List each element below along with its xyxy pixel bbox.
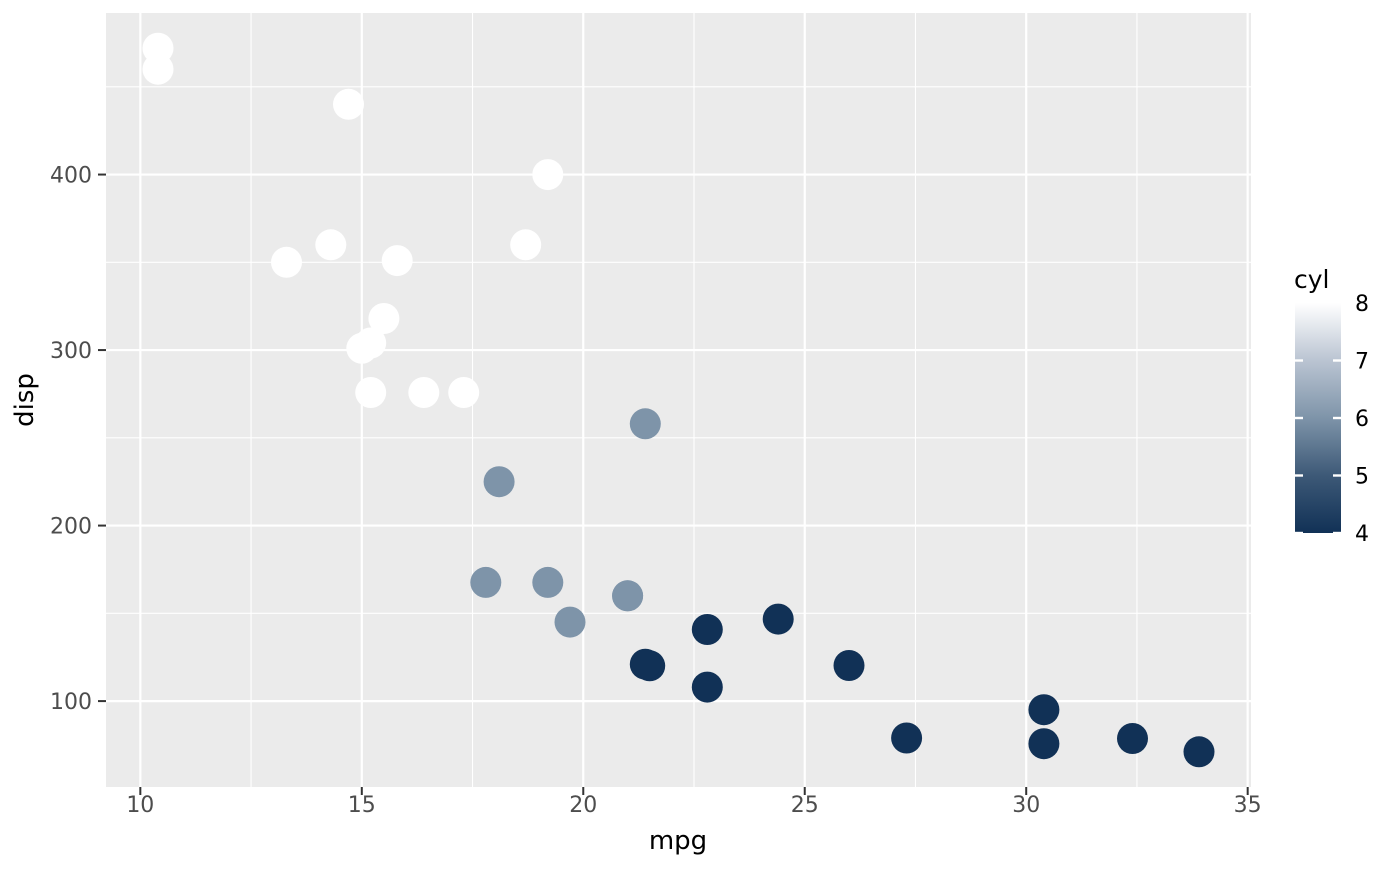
data-point xyxy=(346,332,378,364)
y-tick-label: 400 xyxy=(50,164,92,189)
x-axis: 10 15 20 25 30 35 xyxy=(126,787,1262,818)
x-tick-label: 25 xyxy=(791,793,819,818)
data-point xyxy=(470,566,502,598)
legend-break-label: 7 xyxy=(1355,350,1369,375)
x-tick-label: 20 xyxy=(569,793,597,818)
data-point xyxy=(1183,736,1215,768)
data-point xyxy=(333,88,364,120)
data-point xyxy=(691,671,723,703)
data-point xyxy=(532,566,564,598)
y-tick-label: 100 xyxy=(50,690,92,715)
data-point xyxy=(483,466,515,498)
x-tick-label: 10 xyxy=(126,793,154,818)
data-point xyxy=(448,377,480,408)
data-point xyxy=(554,606,586,638)
legend-labels: 8 7 6 5 4 xyxy=(1355,292,1369,547)
data-point xyxy=(368,303,400,334)
legend-break-label: 6 xyxy=(1355,407,1369,432)
legend-colorbar: cyl 8 7 6 5 4 xyxy=(1294,265,1369,547)
legend-break-label: 5 xyxy=(1355,465,1369,490)
y-tick-label: 200 xyxy=(50,515,92,540)
data-point xyxy=(142,53,174,85)
y-axis: 100 200 300 400 xyxy=(50,164,106,715)
plot-panel xyxy=(106,13,1251,787)
legend-ticks xyxy=(1295,359,1341,535)
data-point xyxy=(629,648,661,680)
legend-break-label: 4 xyxy=(1355,522,1369,547)
data-point xyxy=(762,603,794,635)
data-point xyxy=(691,614,723,645)
y-tick-label: 300 xyxy=(50,339,92,364)
data-point xyxy=(891,722,923,754)
data-point xyxy=(355,377,387,408)
data-point xyxy=(271,246,302,278)
data-point xyxy=(833,650,865,681)
x-axis-title: mpg xyxy=(649,826,707,856)
data-point xyxy=(315,229,347,261)
points-layer xyxy=(142,32,1215,768)
data-point xyxy=(381,245,413,277)
legend-break-label: 8 xyxy=(1355,292,1369,317)
data-point xyxy=(532,159,564,191)
x-tick-label: 15 xyxy=(348,793,376,818)
data-point xyxy=(1028,728,1060,760)
data-point xyxy=(1117,723,1148,754)
legend-title: cyl xyxy=(1294,265,1330,294)
data-point xyxy=(629,408,661,440)
y-axis-title: disp xyxy=(10,373,40,427)
data-point xyxy=(612,580,644,612)
x-tick-label: 35 xyxy=(1234,793,1262,818)
data-point xyxy=(510,229,542,261)
data-point xyxy=(1028,694,1060,726)
x-tick-label: 30 xyxy=(1012,793,1040,818)
data-point xyxy=(408,377,440,408)
